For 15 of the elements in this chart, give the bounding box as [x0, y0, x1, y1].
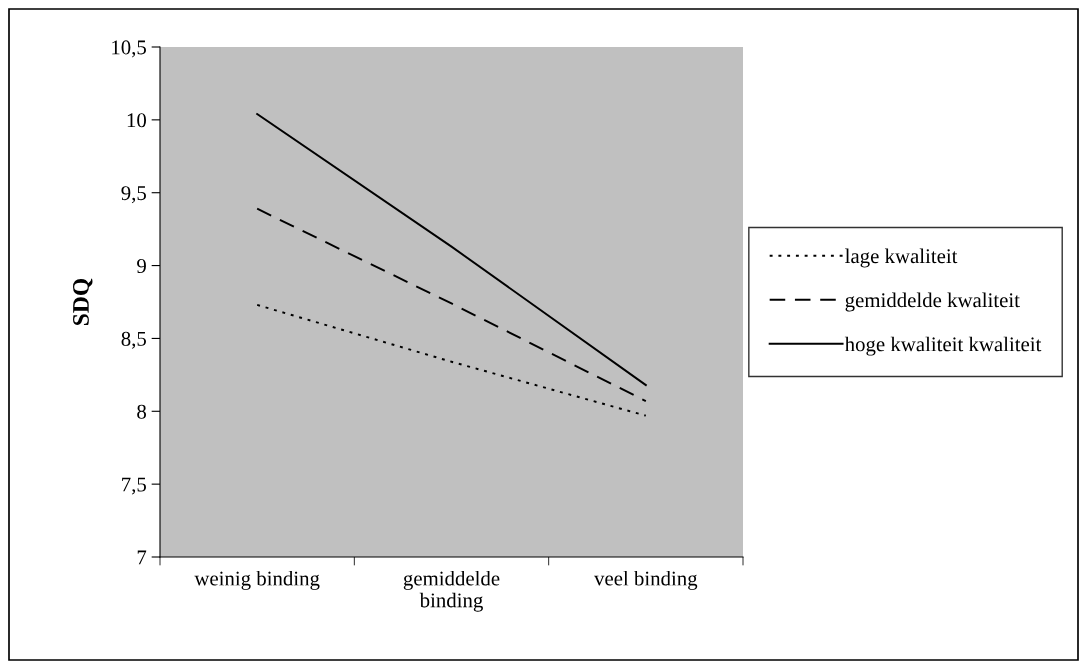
x-tick-label: veel binding: [594, 570, 698, 590]
y-tick-label: 10: [127, 113, 147, 128]
y-tick-label: 10,5: [112, 40, 146, 58]
y-tick-label: 8: [137, 404, 147, 419]
legend-label: gemiddelde kwaliteit: [845, 292, 1020, 312]
x-tick-label: weinig binding: [194, 570, 320, 590]
legend-label: lage kwaliteit: [845, 248, 958, 268]
y-tick-label: 8,5: [121, 331, 146, 349]
y-tick-label: 7,5: [122, 477, 146, 495]
y-tick-label: 7: [137, 550, 147, 565]
y-axis-title: SDQ: [73, 278, 93, 326]
x-tick-label: gemiddelde binding: [403, 570, 500, 612]
y-tick-label: 9,5: [121, 186, 146, 204]
y-tick-label: 9: [137, 259, 146, 273]
legend-label: hoge kwaliteit kwaliteit: [844, 336, 1042, 356]
